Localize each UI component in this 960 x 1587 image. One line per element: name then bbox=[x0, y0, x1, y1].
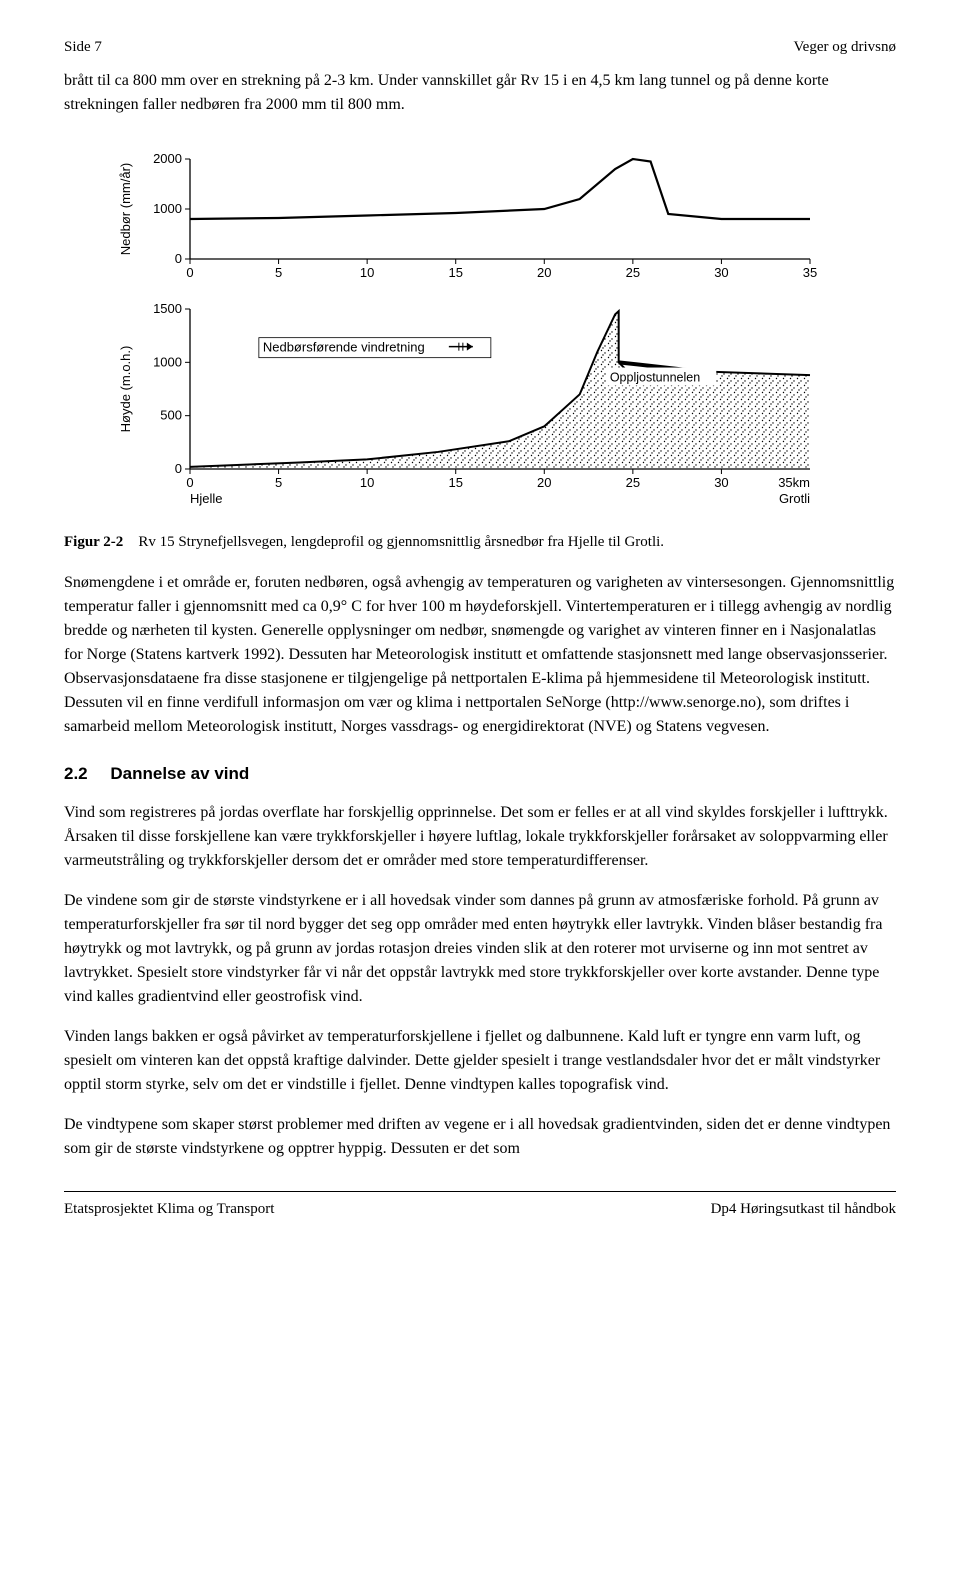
paragraph-5: De vindtypene som skaper størst probleme… bbox=[64, 1113, 896, 1161]
svg-text:20: 20 bbox=[537, 265, 551, 280]
intro-paragraph: brått til ca 800 mm over en strekning på… bbox=[64, 69, 896, 117]
svg-text:1000: 1000 bbox=[153, 201, 182, 216]
svg-text:20: 20 bbox=[537, 475, 551, 490]
svg-text:15: 15 bbox=[448, 475, 462, 490]
svg-text:1000: 1000 bbox=[153, 354, 182, 369]
figure-label: Figur 2-2 bbox=[64, 534, 123, 550]
svg-text:10: 10 bbox=[360, 265, 374, 280]
svg-text:500: 500 bbox=[160, 407, 182, 422]
figure-2-2: 01000200005101520253035Nedbør (mm/år)050… bbox=[64, 139, 896, 509]
svg-text:10: 10 bbox=[360, 475, 374, 490]
header-left: Side 7 bbox=[64, 36, 102, 59]
figure-svg: 01000200005101520253035Nedbør (mm/år)050… bbox=[110, 139, 850, 509]
svg-text:0: 0 bbox=[175, 461, 182, 476]
section-heading: 2.2 Dannelse av vind bbox=[64, 761, 896, 787]
svg-text:2000: 2000 bbox=[153, 151, 182, 166]
paragraph-1: Snømengdene i et område er, foruten nedb… bbox=[64, 571, 896, 739]
svg-text:5: 5 bbox=[275, 475, 282, 490]
svg-text:Grotli: Grotli bbox=[779, 491, 810, 506]
figure-caption: Figur 2-2 Rv 15 Strynefjellsvegen, lengd… bbox=[64, 531, 896, 554]
svg-text:15: 15 bbox=[448, 265, 462, 280]
svg-text:25: 25 bbox=[626, 265, 640, 280]
section-number: 2.2 bbox=[64, 764, 88, 783]
figure-caption-text: Rv 15 Strynefjellsvegen, lengdeprofil og… bbox=[138, 534, 664, 550]
svg-text:0: 0 bbox=[186, 475, 193, 490]
paragraph-2: Vind som registreres på jordas overflate… bbox=[64, 801, 896, 873]
svg-text:30: 30 bbox=[714, 475, 728, 490]
svg-text:Nedbør (mm/år): Nedbør (mm/år) bbox=[118, 162, 133, 254]
svg-text:1500: 1500 bbox=[153, 301, 182, 316]
svg-text:35km: 35km bbox=[778, 475, 810, 490]
svg-text:Oppljostunnelen: Oppljostunnelen bbox=[610, 370, 700, 384]
svg-text:30: 30 bbox=[714, 265, 728, 280]
svg-text:0: 0 bbox=[175, 251, 182, 266]
svg-text:Nedbørsførende vindretning: Nedbørsførende vindretning bbox=[263, 339, 425, 354]
header-right: Veger og drivsnø bbox=[794, 36, 896, 59]
page-footer: Etatsprosjektet Klima og Transport Dp4 H… bbox=[64, 1191, 896, 1221]
svg-text:35: 35 bbox=[803, 265, 817, 280]
svg-text:Høyde (m.o.h.): Høyde (m.o.h.) bbox=[118, 345, 133, 432]
page-header: Side 7 Veger og drivsnø bbox=[64, 36, 896, 59]
section-title: Dannelse av vind bbox=[110, 764, 249, 783]
footer-left: Etatsprosjektet Klima og Transport bbox=[64, 1198, 274, 1221]
svg-text:0: 0 bbox=[186, 265, 193, 280]
svg-text:Hjelle: Hjelle bbox=[190, 491, 223, 506]
paragraph-4: Vinden langs bakken er også påvirket av … bbox=[64, 1025, 896, 1097]
paragraph-3: De vindene som gir de største vindstyrke… bbox=[64, 889, 896, 1009]
svg-text:25: 25 bbox=[626, 475, 640, 490]
footer-right: Dp4 Høringsutkast til håndbok bbox=[711, 1198, 896, 1221]
svg-text:5: 5 bbox=[275, 265, 282, 280]
